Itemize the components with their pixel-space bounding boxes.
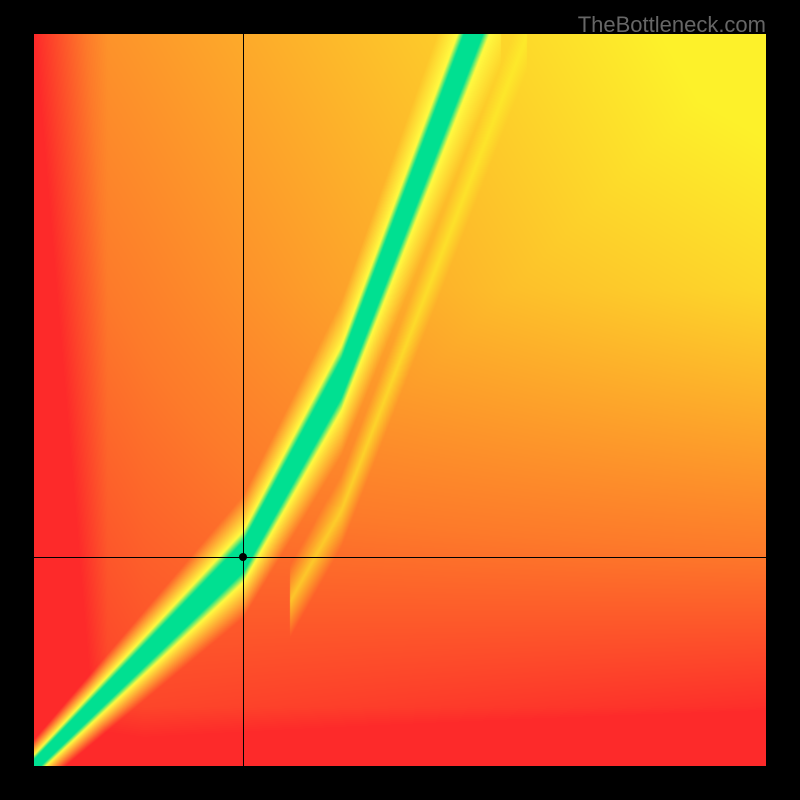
- chart-container: TheBottleneck.com: [0, 0, 800, 800]
- heatmap-plot: [34, 34, 766, 766]
- crosshair-marker: [239, 553, 247, 561]
- crosshair-horizontal: [34, 557, 766, 558]
- heatmap-canvas: [34, 34, 766, 766]
- crosshair-vertical: [243, 34, 244, 766]
- watermark-text: TheBottleneck.com: [578, 12, 766, 38]
